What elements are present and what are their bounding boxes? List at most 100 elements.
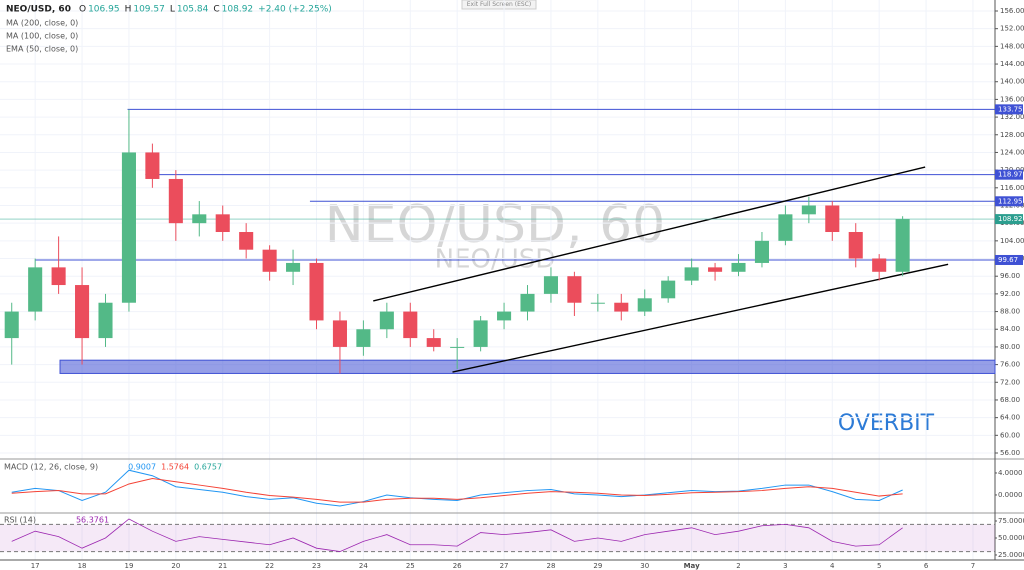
x-tick-label: 28: [546, 562, 555, 570]
ohlc-key: L: [170, 5, 175, 15]
x-tick-label: 27: [500, 562, 509, 570]
candle-body: [4, 311, 19, 339]
x-tick-label: 5: [877, 562, 881, 570]
y-tick-label: 152.00: [1000, 25, 1024, 33]
level-tag: [995, 169, 1023, 180]
candle-body: [848, 232, 863, 259]
last-price-tag: [995, 214, 1023, 225]
candle-body: [801, 205, 816, 215]
rsi-tick-label: 25.0000: [998, 551, 1024, 559]
level-tag: [995, 254, 1023, 265]
candle-body: [778, 214, 793, 241]
candle-body: [192, 214, 207, 224]
candle-body: [28, 267, 43, 312]
x-tick-label: May: [684, 562, 700, 570]
rsi-band: [0, 524, 995, 552]
x-tick-label: 24: [359, 562, 368, 570]
macd-tick-label: 4.0000: [998, 469, 1023, 477]
exit-button[interactable]: [461, 0, 537, 10]
exit-button-label[interactable]: Exit Full Screen (ESC): [467, 1, 531, 8]
x-tick-label: 26: [453, 562, 462, 570]
candle-body: [590, 302, 605, 304]
x-tick-label: 3: [783, 562, 787, 570]
macd-title: MACD (12, 26, close, 9): [4, 463, 98, 472]
candle-body: [75, 285, 90, 339]
y-tick-label: 128.00: [1000, 131, 1024, 139]
y-tick-label: 156.00: [1000, 7, 1024, 15]
macd-reading: 1.5764: [161, 463, 189, 472]
y-tick-label: 136.00: [1000, 95, 1024, 103]
x-tick-label: 6: [924, 562, 929, 570]
ohlc-key: C: [213, 5, 219, 15]
level-tag: [995, 196, 1023, 207]
symbol: NEO/USD, 60: [6, 5, 71, 15]
candle-body: [754, 240, 769, 263]
candle-body: [332, 320, 347, 347]
candle-body: [426, 338, 441, 347]
x-tick-label: 22: [265, 562, 274, 570]
y-tick-label: 76.00: [1000, 361, 1020, 369]
candle-body: [637, 298, 652, 312]
macd-reading: 0.9007: [128, 463, 156, 472]
candle-body: [520, 293, 535, 312]
y-tick-label: 124.00: [1000, 148, 1024, 156]
rsi-reading: 56.3761: [76, 516, 109, 525]
last-price-label: 108.92: [998, 215, 1023, 223]
x-tick-label: 23: [312, 562, 321, 570]
ohlc-value: 106.95: [88, 5, 120, 15]
candle-body: [121, 152, 136, 303]
candle-body: [403, 311, 418, 339]
x-tick-label: 2: [736, 562, 740, 570]
rsi-tick-label: 75.0000: [998, 517, 1024, 525]
x-tick-label: 7: [971, 562, 975, 570]
trend-line: [373, 166, 926, 302]
y-tick-label: 140.00: [1000, 78, 1024, 86]
candle-body: [872, 258, 887, 272]
y-tick-label: 104.00: [1000, 237, 1024, 245]
y-tick-label: 68.00: [1000, 396, 1020, 404]
level-label: 99.67: [998, 256, 1018, 264]
rsi-title: RSI (14): [4, 516, 36, 525]
candle-body: [286, 262, 301, 272]
level-label: 118.97: [998, 171, 1023, 179]
candle-body: [567, 276, 582, 303]
level-tag: [995, 104, 1023, 115]
y-tick-label: 92.00: [1000, 290, 1020, 298]
ohlc-key: H: [125, 5, 132, 15]
level-label: 112.95: [998, 197, 1023, 205]
candle-body: [473, 320, 488, 347]
candle-body: [450, 346, 465, 348]
y-tick-label: 88.00: [1000, 308, 1020, 316]
ohlc-value: 108.92: [222, 5, 254, 15]
x-tick-label: 17: [31, 562, 40, 570]
candle-body: [309, 262, 324, 321]
y-tick-label: 148.00: [1000, 42, 1024, 50]
y-tick-label: 80.00: [1000, 343, 1020, 351]
candle-body: [895, 219, 910, 272]
trend-line: [452, 263, 949, 373]
y-tick-label: 60.00: [1000, 431, 1020, 439]
rsi-tick-label: 50.0000: [998, 534, 1024, 542]
x-tick-label: 20: [171, 562, 180, 570]
y-tick-label: 144.00: [1000, 60, 1024, 68]
candle-body: [145, 152, 160, 179]
brand: OVERBIT: [838, 411, 935, 436]
ohlc-value: 105.84: [177, 5, 209, 15]
x-tick-label: 29: [593, 562, 602, 570]
macd-reading: 0.6757: [194, 463, 222, 472]
y-tick-label: 56.00: [1000, 449, 1020, 457]
x-tick-label: 19: [124, 562, 133, 570]
candle-body: [825, 205, 840, 233]
candle-body: [614, 302, 629, 312]
study-label: MA (200, close, 0): [6, 19, 78, 28]
candle-body: [731, 262, 746, 272]
y-tick-label: 64.00: [1000, 414, 1020, 422]
x-tick-label: 30: [640, 562, 649, 570]
y-tick-label: 116.00: [1000, 184, 1024, 192]
candle-body: [684, 267, 699, 281]
candle-body: [262, 249, 277, 272]
candle-body: [379, 311, 394, 330]
